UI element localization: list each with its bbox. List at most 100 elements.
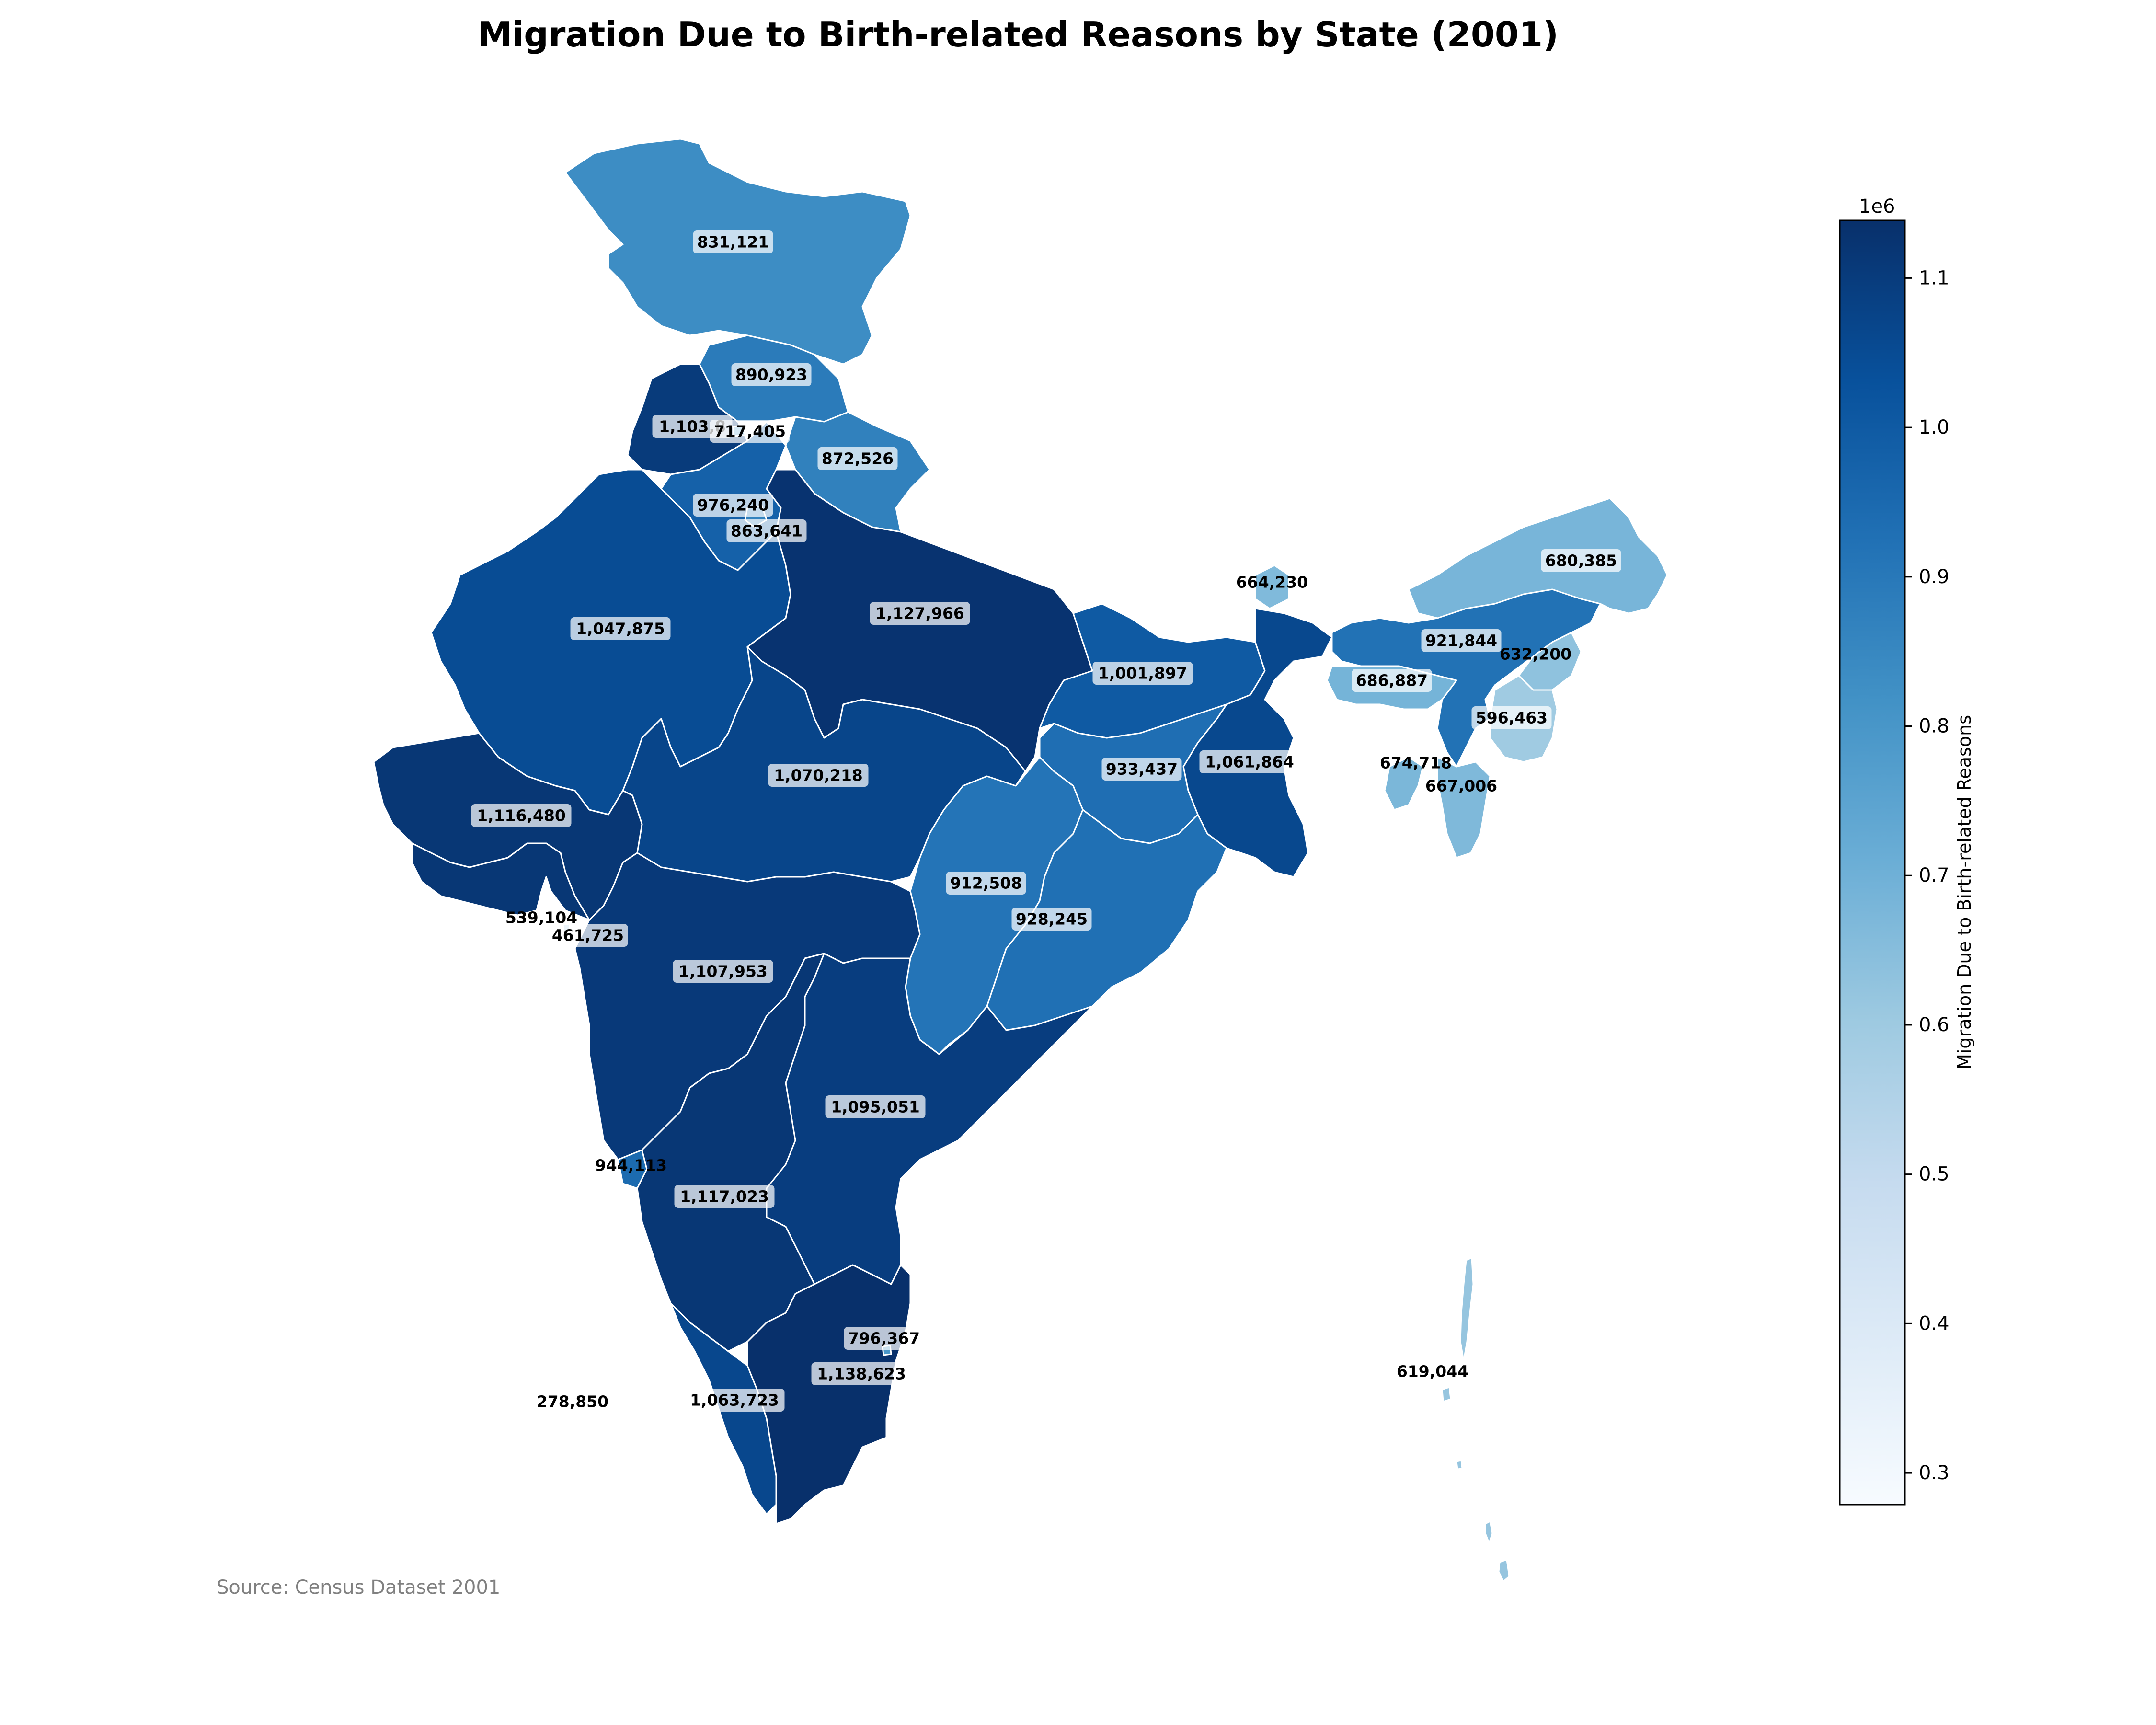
region-gujarat-saurashtra[interactable]	[411, 842, 590, 921]
region-label-gujarat: 1,116,480	[471, 804, 572, 827]
region-value-label: 933,437	[1106, 760, 1178, 779]
region-label-box	[673, 960, 773, 983]
region-label-box	[825, 1095, 926, 1118]
colorbar-multiplier: 1e6	[1859, 196, 1895, 218]
region-value-label: 1,116,480	[477, 806, 566, 825]
region-label-box	[1471, 706, 1552, 729]
region-value-label: 664,230	[1236, 573, 1308, 592]
region-label-box	[693, 494, 773, 517]
colorbar-tick-label: 1.1	[1919, 267, 1950, 289]
colorbar-tick-label: 0.7	[1919, 864, 1950, 886]
region-value-label: 674,718	[1380, 754, 1452, 772]
region-label-jammu-kashmir: 831,121	[693, 230, 773, 253]
region-label-kerala: 1,063,723	[684, 1389, 785, 1412]
region-label-box	[811, 1362, 912, 1385]
region-label-lakshadweep: 278,850	[537, 1392, 608, 1411]
region-label-box	[726, 519, 807, 542]
region-value-label: 632,200	[1500, 645, 1571, 664]
region-value-label: 831,121	[697, 233, 769, 252]
region-value-label: 461,725	[552, 926, 624, 945]
region-value-label: 278,850	[537, 1392, 608, 1411]
region-label-chandigarh: 717,405	[710, 420, 790, 443]
region-mizoram[interactable]	[1436, 756, 1491, 859]
map-title: Migration Due to Birth-related Reasons b…	[477, 14, 1559, 55]
region-label-box	[1541, 549, 1621, 572]
colorbar-tick-label: 0.6	[1919, 1014, 1950, 1036]
region-label-box	[1421, 629, 1502, 652]
region-arunachal-pradesh[interactable]	[1408, 497, 1668, 619]
region-label-himachal-pradesh: 890,923	[731, 363, 812, 386]
region-value-label: 863,641	[731, 522, 803, 540]
colorbar-label: Migration Due to Birth-related Reasons	[1954, 715, 1975, 1070]
region-label-box	[870, 602, 970, 625]
colorbar-tick-label: 0.9	[1919, 566, 1950, 588]
region-label-mizoram: 667,006	[1425, 777, 1497, 795]
region-label-andhra-pradesh: 1,095,051	[825, 1095, 926, 1118]
region-value-label: 1,061,864	[1205, 753, 1294, 771]
region-value-label: 596,463	[1476, 709, 1548, 727]
region-value-label: 1,001,897	[1098, 664, 1187, 683]
colorbar: 0.3 0.4 0.5 0.6 0.7 0.8 0.9 1.0 1.1	[1839, 219, 1950, 1506]
region-value-label: 1,070,218	[774, 766, 863, 785]
region-value-label: 912,508	[950, 874, 1022, 893]
region-label-goa: 944,113	[595, 1156, 667, 1175]
region-value-label: 872,526	[822, 449, 894, 468]
region-tripura[interactable]	[1384, 756, 1424, 811]
region-label-manipur: 596,463	[1471, 706, 1552, 729]
region-value-label: 1,107,953	[678, 962, 768, 981]
region-label-box	[1011, 908, 1092, 931]
region-value-label: 1,047,875	[576, 620, 665, 638]
region-value-label: 1,138,623	[817, 1365, 906, 1383]
region-label-assam: 921,844	[1421, 629, 1502, 652]
region-value-label: 680,385	[1545, 552, 1617, 570]
region-label-delhi: 863,641	[726, 519, 807, 542]
region-label-odisha: 928,245	[1011, 908, 1092, 931]
region-odisha[interactable]	[986, 809, 1227, 1031]
region-label-box	[548, 924, 628, 947]
region-sikkim[interactable]	[1254, 564, 1290, 610]
region-value-label: 976,240	[697, 496, 769, 515]
region-value-label: 928,245	[1016, 910, 1088, 929]
region-value-label: 1,063,723	[690, 1391, 779, 1410]
colorbar-tick-label: 0.3	[1919, 1462, 1950, 1484]
region-label-rajasthan: 1,047,875	[570, 617, 671, 640]
region-label-box	[1092, 662, 1193, 685]
region-label-meghalaya: 686,887	[1352, 669, 1432, 692]
region-label-maharashtra: 1,107,953	[673, 960, 773, 983]
region-value-label: 686,887	[1356, 671, 1428, 690]
region-label-karnataka: 1,117,023	[674, 1185, 775, 1208]
region-label-arunachal-pradesh: 680,385	[1541, 549, 1621, 572]
region-value-label: 1,127,966	[875, 604, 964, 623]
region-label-andaman-nicobar: 619,044	[1397, 1362, 1468, 1381]
source-note: Source: Census Dataset 2001	[217, 1576, 501, 1598]
region-label-box	[946, 872, 1026, 895]
region-value-label: 921,844	[1425, 632, 1497, 650]
region-label-chhattisgarh: 912,508	[946, 872, 1026, 895]
region-value-label: 619,044	[1397, 1362, 1468, 1381]
region-label-box	[1101, 758, 1182, 781]
colorbar-tick-label: 0.4	[1919, 1312, 1950, 1334]
region-label-tamil-nadu: 1,138,623	[811, 1362, 912, 1385]
region-label-box	[710, 420, 790, 443]
region-label-nagaland: 632,200	[1500, 645, 1571, 664]
colorbar-tick-label: 0.5	[1919, 1163, 1950, 1185]
region-label-box	[570, 617, 671, 640]
region-label-sikkim: 664,230	[1236, 573, 1308, 592]
region-lakshadweep[interactable]	[572, 1402, 577, 1408]
region-label-madhya-pradesh: 1,070,218	[768, 764, 869, 787]
region-label-uttar-pradesh: 1,127,966	[870, 602, 970, 625]
region-label-box	[684, 1389, 785, 1412]
region-label-haryana: 976,240	[693, 494, 773, 517]
region-label-box	[674, 1185, 775, 1208]
region-label-tripura: 674,718	[1380, 754, 1452, 772]
region-value-label: 667,006	[1425, 777, 1497, 795]
region-andaman-nicobar[interactable]	[1441, 1257, 1510, 1582]
region-label-bihar: 1,001,897	[1092, 662, 1193, 685]
region-label-box	[768, 764, 869, 787]
region-label-puducherry: 796,367	[844, 1327, 924, 1350]
region-label-west-bengal: 1,061,864	[1199, 750, 1300, 773]
region-label-uttarakhand: 872,526	[817, 447, 898, 470]
region-value-label: 1,095,051	[831, 1098, 920, 1116]
region-value-label: 890,923	[735, 366, 807, 384]
